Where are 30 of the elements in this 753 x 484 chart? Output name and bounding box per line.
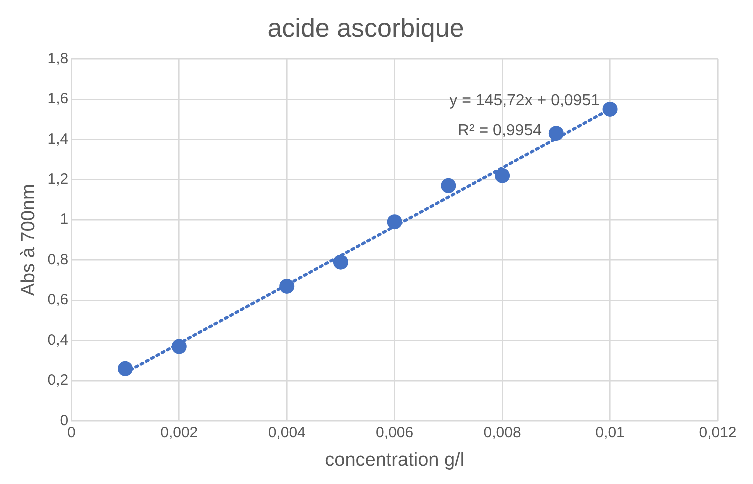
y-tick-label: 1,6 [48, 90, 69, 108]
point [172, 339, 187, 354]
point [441, 178, 456, 194]
point [280, 278, 295, 294]
chart-title: acide ascorbique [268, 12, 464, 43]
point [387, 214, 402, 230]
annotation: R² = 0,9954 [458, 122, 542, 140]
y-tick-label: 1 [60, 211, 69, 228]
x-tick-label: 0,006 [376, 424, 414, 442]
annotation: y = 145,72x + 0,0951 [450, 92, 600, 110]
x-tick-label: 0,008 [484, 424, 522, 442]
point [548, 126, 564, 142]
point [495, 168, 510, 184]
point [118, 361, 134, 376]
y-tick-label: 0 [60, 412, 69, 430]
x-tick-label: 0,01 [596, 424, 625, 442]
y-axis-title: Abs à 700nm [18, 184, 40, 296]
y-tick-label: 0,4 [48, 332, 69, 349]
x-tick-label: 0,012 [699, 424, 737, 442]
y-tick-label: 1,8 [48, 50, 69, 68]
point [333, 254, 348, 270]
y-tick-label: 1,2 [48, 171, 69, 188]
x-axis-title: concentration g/l [325, 450, 465, 471]
y-tick-label: 0,2 [48, 372, 69, 390]
y-tick-label: 0,8 [48, 251, 69, 268]
point [602, 102, 618, 117]
x-tick-label: 0,004 [268, 424, 306, 442]
x-tick-label: 0,002 [160, 424, 198, 442]
y-tick-label: 1,4 [48, 130, 69, 148]
y-tick-label: 0,6 [48, 292, 69, 309]
